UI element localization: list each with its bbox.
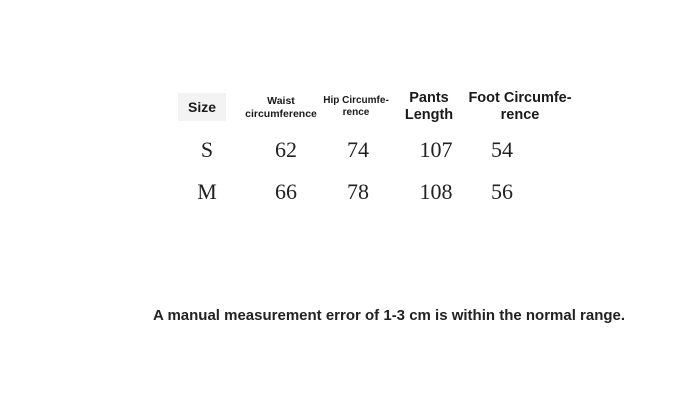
header-pants-length: Pants Length [405,90,453,124]
measurement-note: A manual measurement error of 1-3 cm is … [153,307,626,324]
cell-pants-length: 108 [419,179,453,204]
header-foot: Foot Circumfe- rence [468,90,571,124]
header-line: Hip Circumfe- [323,95,389,106]
header-size: Size [178,93,226,121]
cell-pants-length: 107 [419,137,453,162]
cell-waist: 62 [275,137,297,162]
header-line: Waist [267,95,295,107]
header-line: Length [404,107,454,123]
header-line: rence [342,107,370,118]
cell-foot: 56 [491,179,513,204]
header-line: circumference [245,107,317,120]
header-line: rence [500,107,540,123]
header-line: Foot Circumfe- [468,90,572,106]
cell-hip: 78 [347,179,369,204]
cell-hip: 74 [347,137,369,162]
cell-waist: 66 [275,179,297,204]
header-hip: Hip Circumfe- rence [323,95,389,119]
header-waist: Waist circumference [245,95,317,120]
cell-size: S [200,137,214,162]
cell-foot: 54 [491,137,513,162]
cell-size: M [197,179,217,204]
header-line: Pants [409,90,449,106]
